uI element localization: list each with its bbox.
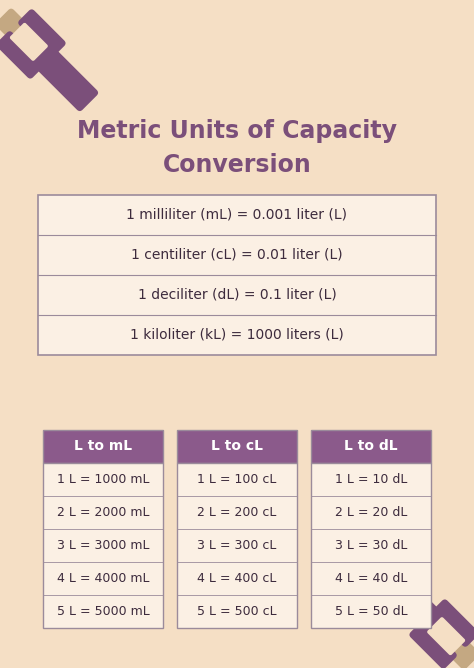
Text: 1 kiloliter (kL) = 1000 liters (L): 1 kiloliter (kL) = 1000 liters (L) <box>130 328 344 342</box>
FancyBboxPatch shape <box>427 617 465 655</box>
Text: 2 L = 2000 mL: 2 L = 2000 mL <box>57 506 149 519</box>
Text: 1 L = 100 cL: 1 L = 100 cL <box>197 473 277 486</box>
Text: L to dL: L to dL <box>344 440 398 454</box>
FancyBboxPatch shape <box>0 9 72 85</box>
FancyBboxPatch shape <box>10 23 48 61</box>
FancyBboxPatch shape <box>177 430 297 463</box>
Text: 5 L = 500 cL: 5 L = 500 cL <box>197 605 277 618</box>
FancyBboxPatch shape <box>29 43 98 111</box>
FancyBboxPatch shape <box>43 430 163 463</box>
Text: 1 centiliter (cL) = 0.01 liter (L): 1 centiliter (cL) = 0.01 liter (L) <box>131 248 343 262</box>
Text: 4 L = 4000 mL: 4 L = 4000 mL <box>57 572 149 585</box>
Text: L to cL: L to cL <box>211 440 263 454</box>
FancyBboxPatch shape <box>311 463 431 628</box>
Text: 5 L = 5000 mL: 5 L = 5000 mL <box>56 605 149 618</box>
FancyBboxPatch shape <box>177 463 297 628</box>
Text: 2 L = 20 dL: 2 L = 20 dL <box>335 506 407 519</box>
FancyBboxPatch shape <box>410 621 457 668</box>
Text: 5 L = 50 dL: 5 L = 50 dL <box>335 605 407 618</box>
Text: 1 milliliter (mL) = 0.001 liter (L): 1 milliliter (mL) = 0.001 liter (L) <box>127 208 347 222</box>
Text: Metric Units of Capacity
Conversion: Metric Units of Capacity Conversion <box>77 120 397 177</box>
Text: 2 L = 200 cL: 2 L = 200 cL <box>197 506 277 519</box>
FancyBboxPatch shape <box>377 567 446 635</box>
Text: 1 L = 1000 mL: 1 L = 1000 mL <box>57 473 149 486</box>
FancyBboxPatch shape <box>311 430 431 463</box>
Text: 1 L = 10 dL: 1 L = 10 dL <box>335 473 407 486</box>
Text: 3 L = 3000 mL: 3 L = 3000 mL <box>57 539 149 552</box>
FancyBboxPatch shape <box>38 195 436 355</box>
Text: 4 L = 40 dL: 4 L = 40 dL <box>335 572 407 585</box>
Text: 1 deciliter (dL) = 0.1 liter (L): 1 deciliter (dL) = 0.1 liter (L) <box>137 288 337 302</box>
Text: 4 L = 400 cL: 4 L = 400 cL <box>197 572 277 585</box>
Text: L to mL: L to mL <box>74 440 132 454</box>
FancyBboxPatch shape <box>403 593 474 668</box>
FancyBboxPatch shape <box>18 9 65 57</box>
Text: 3 L = 300 cL: 3 L = 300 cL <box>197 539 277 552</box>
Text: 3 L = 30 dL: 3 L = 30 dL <box>335 539 407 552</box>
FancyBboxPatch shape <box>0 31 44 79</box>
FancyBboxPatch shape <box>431 599 474 647</box>
FancyBboxPatch shape <box>43 463 163 628</box>
